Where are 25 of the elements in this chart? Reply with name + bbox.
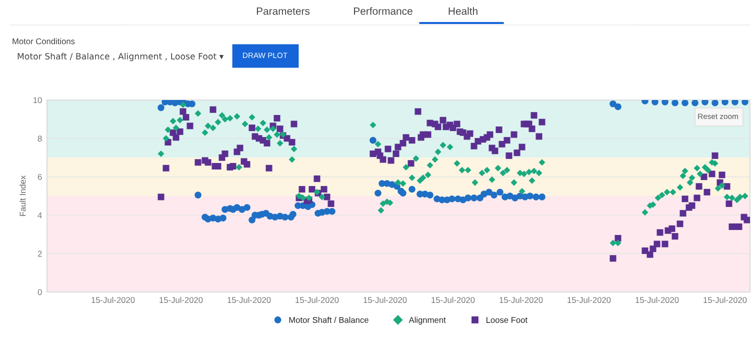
x-tick-label: 15-Jul-2020 [636,296,679,303]
x-tick-label: 15-Jul-2020 [92,296,135,303]
x-tick-label: 15-Jul-2020 [500,296,543,303]
text: Motor Shaft / Balance , Alignment , Loose Foot ▾ [18,52,224,62]
text: Performance [354,7,412,15]
text: Parameters [256,8,310,15]
y-tick-label: 0 [38,289,42,296]
y-tick-label: 4 [38,212,42,218]
text: Health [448,7,478,15]
y-tick-label: 6 [38,174,42,180]
y-tick-label: 10 [34,97,42,104]
legend-label: Loose Foot [486,317,528,323]
x-tick-label: 15-Jul-2020 [568,296,611,303]
x-tick-label: 15-Jul-2020 [160,296,203,303]
x-tick-label: 15-Jul-2020 [296,296,339,303]
y-axis-title: Fault Index [20,175,26,216]
legend-label: Motor Shaft / Balance [289,316,368,323]
text: Motor Conditions [12,38,75,44]
y-tick-label: 2 [38,250,42,257]
x-tick-label: 15-Jul-2020 [364,296,407,303]
x-tick-label: 15-Jul-2020 [704,296,747,303]
y-tick-label: 8 [38,136,42,142]
x-tick-label: 15-Jul-2020 [432,296,475,303]
x-tick-label: 15-Jul-2020 [228,296,271,303]
legend-label: Alignment [408,316,446,325]
